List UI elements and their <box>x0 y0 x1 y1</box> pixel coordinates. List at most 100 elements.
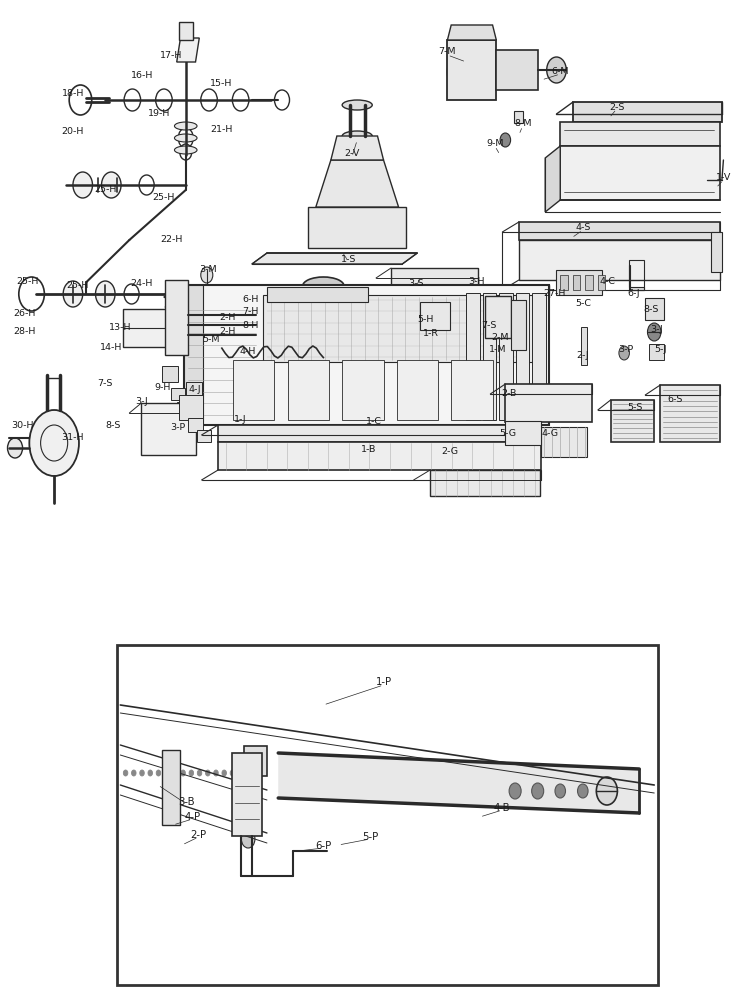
Text: 5-M: 5-M <box>202 334 220 344</box>
Circle shape <box>197 307 209 323</box>
Text: 16-H: 16-H <box>131 72 153 81</box>
Text: 8-S: 8-S <box>105 422 120 430</box>
Polygon shape <box>629 265 644 290</box>
Text: 3-H: 3-H <box>468 277 484 286</box>
Circle shape <box>214 770 218 776</box>
Text: 17-H: 17-H <box>159 51 182 60</box>
Polygon shape <box>184 285 549 295</box>
Bar <box>117 645 658 985</box>
Text: 7-M: 7-M <box>438 47 456 56</box>
Circle shape <box>547 57 566 83</box>
Text: 3-J: 3-J <box>135 397 147 406</box>
Text: 6-H: 6-H <box>242 296 259 304</box>
Bar <box>645 298 664 320</box>
Polygon shape <box>165 280 188 355</box>
Bar <box>186 382 202 396</box>
Bar <box>598 275 605 290</box>
Bar <box>649 344 664 360</box>
Text: 7-S: 7-S <box>481 322 496 330</box>
Circle shape <box>123 770 128 776</box>
Text: 25-H: 25-H <box>94 186 117 194</box>
Bar <box>573 275 581 290</box>
Text: 1-R: 1-R <box>423 328 439 338</box>
Text: 1-M: 1-M <box>489 344 507 354</box>
Ellipse shape <box>174 134 197 142</box>
Polygon shape <box>184 285 203 425</box>
Ellipse shape <box>174 146 197 154</box>
Circle shape <box>197 320 209 336</box>
Circle shape <box>619 346 629 360</box>
Bar <box>451 360 493 420</box>
Bar <box>171 388 185 400</box>
Circle shape <box>596 777 617 805</box>
Text: 2-H: 2-H <box>219 328 235 336</box>
Text: 1-J: 1-J <box>235 414 247 424</box>
Circle shape <box>205 770 210 776</box>
Text: 6-S: 6-S <box>668 395 683 404</box>
Bar <box>505 421 541 445</box>
Text: 19-H: 19-H <box>148 109 171 118</box>
Circle shape <box>201 267 213 283</box>
Bar <box>263 295 534 362</box>
Circle shape <box>102 172 121 198</box>
Circle shape <box>140 770 144 776</box>
Text: 20-H: 20-H <box>62 126 84 135</box>
Bar <box>629 260 644 290</box>
Bar <box>505 384 592 422</box>
Text: 2-B: 2-B <box>502 389 517 398</box>
Circle shape <box>647 323 661 341</box>
Polygon shape <box>232 753 262 836</box>
Text: 7-S: 7-S <box>97 378 112 387</box>
Polygon shape <box>331 136 384 160</box>
Polygon shape <box>162 750 180 825</box>
Circle shape <box>29 410 79 476</box>
Text: 3-M: 3-M <box>199 265 217 274</box>
Polygon shape <box>519 240 720 280</box>
Polygon shape <box>177 38 199 62</box>
Text: 1-B: 1-B <box>361 444 376 454</box>
Text: 8-H: 8-H <box>242 320 259 330</box>
Text: 2-M: 2-M <box>491 332 509 342</box>
Text: 15-H: 15-H <box>210 80 232 89</box>
Text: 13-H: 13-H <box>109 322 132 332</box>
Circle shape <box>241 810 248 820</box>
Circle shape <box>599 784 609 798</box>
Bar <box>585 275 593 290</box>
Circle shape <box>230 770 235 776</box>
Circle shape <box>532 783 544 799</box>
Bar <box>179 395 203 420</box>
Circle shape <box>238 770 243 776</box>
Text: 5-J: 5-J <box>654 346 666 355</box>
Text: 4-H: 4-H <box>240 348 256 357</box>
Text: 4-B: 4-B <box>494 803 511 813</box>
Polygon shape <box>218 425 541 442</box>
Text: 21-H: 21-H <box>210 125 232 134</box>
Bar <box>541 427 587 457</box>
Circle shape <box>241 778 248 788</box>
Bar <box>162 366 178 382</box>
Polygon shape <box>184 285 549 425</box>
Bar <box>342 360 384 420</box>
Text: 28-H: 28-H <box>13 328 35 336</box>
Text: 3-P: 3-P <box>170 422 185 432</box>
Polygon shape <box>499 293 513 420</box>
Text: 4-J: 4-J <box>189 384 201 393</box>
Polygon shape <box>573 102 722 122</box>
Polygon shape <box>447 40 496 100</box>
Text: 4-C: 4-C <box>599 277 616 286</box>
Circle shape <box>189 770 193 776</box>
Bar <box>511 300 526 350</box>
Circle shape <box>447 47 485 97</box>
Circle shape <box>241 830 255 848</box>
Polygon shape <box>308 207 406 248</box>
Text: 27-H: 27-H <box>544 288 566 298</box>
Polygon shape <box>483 293 496 420</box>
Bar <box>141 403 196 455</box>
Bar <box>556 270 602 295</box>
Text: 6-M: 6-M <box>551 68 569 77</box>
Bar <box>514 111 523 123</box>
Text: 24-H: 24-H <box>130 279 153 288</box>
Bar <box>397 360 438 420</box>
Bar <box>177 402 190 412</box>
Text: 7-H: 7-H <box>242 308 259 316</box>
